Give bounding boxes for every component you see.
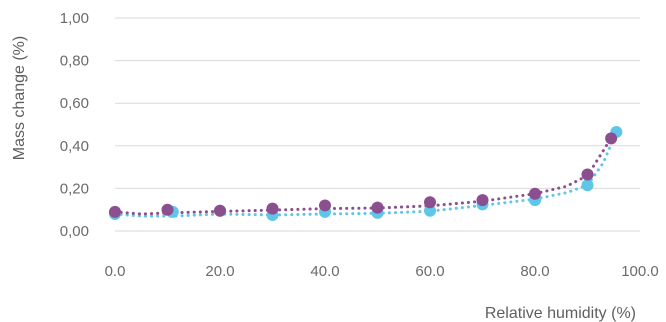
data-point	[529, 187, 541, 200]
x-tick-label: 100.0	[621, 263, 659, 280]
x-tick-label: 80.0	[520, 263, 549, 280]
y-tick-label: 0,80	[60, 53, 89, 70]
x-tick-label: 0.0	[105, 263, 126, 280]
data-point	[476, 194, 489, 207]
data-point	[371, 201, 384, 214]
x-axis-title: Relative humidity (%)	[485, 305, 636, 322]
y-tick-labels: 0,00 0,20 0,40 0,60 0,80 1,00	[60, 10, 89, 240]
data-point	[424, 204, 436, 217]
x-tick-label: 20.0	[205, 263, 234, 280]
y-axis-title: Mass change (%)	[11, 36, 28, 161]
x-tick-label: 60.0	[415, 263, 444, 280]
data-point	[605, 132, 618, 145]
data-point	[581, 179, 594, 192]
trend-lines	[113, 130, 618, 218]
x-tick-label: 40.0	[310, 263, 339, 280]
y-tick-label: 0,20	[60, 180, 89, 197]
data-point	[581, 168, 594, 181]
data-point	[109, 205, 121, 218]
y-tick-label: 0,60	[60, 95, 89, 112]
y-tick-label: 1,00	[60, 10, 89, 27]
data-point	[266, 202, 279, 215]
data-point	[161, 203, 174, 216]
y-tick-label: 0,00	[60, 223, 89, 240]
gridlines	[115, 17, 640, 232]
data-point	[214, 204, 226, 217]
data-point	[319, 199, 331, 212]
data-point	[424, 196, 436, 209]
y-tick-label: 0,40	[60, 138, 89, 155]
x-tick-labels: 0.0 20.0 40.0 60.0 80.0 100.0	[105, 263, 659, 280]
trend-line	[113, 130, 618, 218]
data-points	[109, 125, 623, 222]
